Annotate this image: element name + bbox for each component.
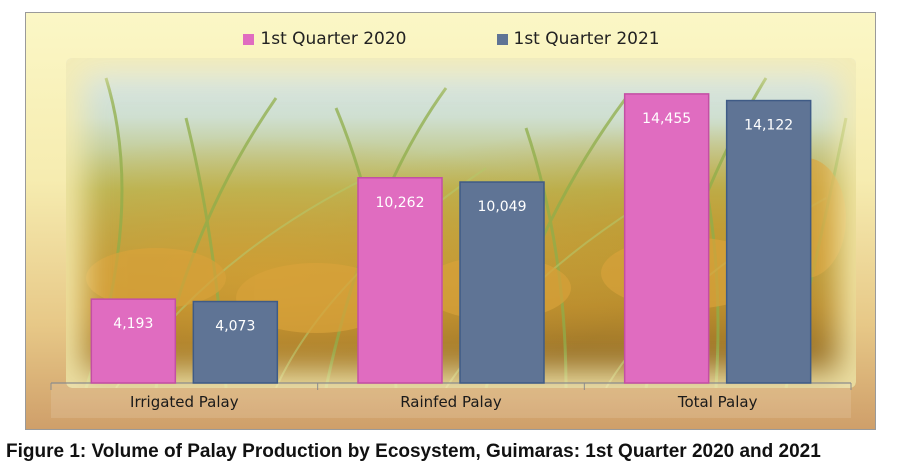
data-label-rainfed-palay-1st-quarter-2020: 10,262 [376, 195, 425, 211]
data-label-rainfed-palay-1st-quarter-2021: 10,049 [478, 199, 527, 215]
bar-rainfed-palay-1st-quarter-2021 [459, 181, 545, 384]
data-label-total-palay-1st-quarter-2020: 14,455 [642, 111, 691, 127]
bar-irrigated-palay-1st-quarter-2021 [192, 300, 279, 384]
x-axis-band [51, 383, 851, 418]
category-label-total-palay: Total Palay [677, 393, 758, 411]
category-label-rainfed-palay: Rainfed Palay [400, 393, 502, 411]
bar-total-palay-1st-quarter-2021 [725, 99, 812, 384]
bar-rainfed-palay-1st-quarter-2020 [357, 177, 443, 384]
legend-label-2020: 1st Quarter 2020 [260, 29, 407, 49]
figure-caption: Figure 1: Volume of Palay Production by … [6, 441, 821, 462]
legend-item-2020: 1st Quarter 2020 [243, 29, 407, 49]
bar-total-palay-1st-quarter-2020 [623, 93, 710, 384]
bar-chart-plot: 4,193 4,073 Irrigated Palay 10,262 10,049 Rai… [50, 93, 852, 418]
legend-label-2021: 1st Quarter 2021 [513, 29, 660, 49]
legend-item-2021: 1st Quarter 2021 [496, 29, 660, 49]
data-label-total-palay-1st-quarter-2021: 14,122 [744, 118, 793, 134]
bar-irrigated-palay-1st-quarter-2020 [90, 298, 177, 384]
legend-swatch-2021 [496, 33, 508, 45]
legend-swatch-2020 [243, 33, 255, 45]
chart-legend: 1st Quarter 2020 1st Quarter 2021 [26, 29, 875, 49]
category-label-irrigated-palay: Irrigated Palay [130, 393, 239, 411]
data-label-irrigated-palay-1st-quarter-2021: 4,073 [215, 319, 255, 335]
chart-frame: 1st Quarter 2020 1st Quarter 2021 4,193 4… [25, 12, 876, 430]
data-label-irrigated-palay-1st-quarter-2020: 4,193 [113, 316, 153, 332]
